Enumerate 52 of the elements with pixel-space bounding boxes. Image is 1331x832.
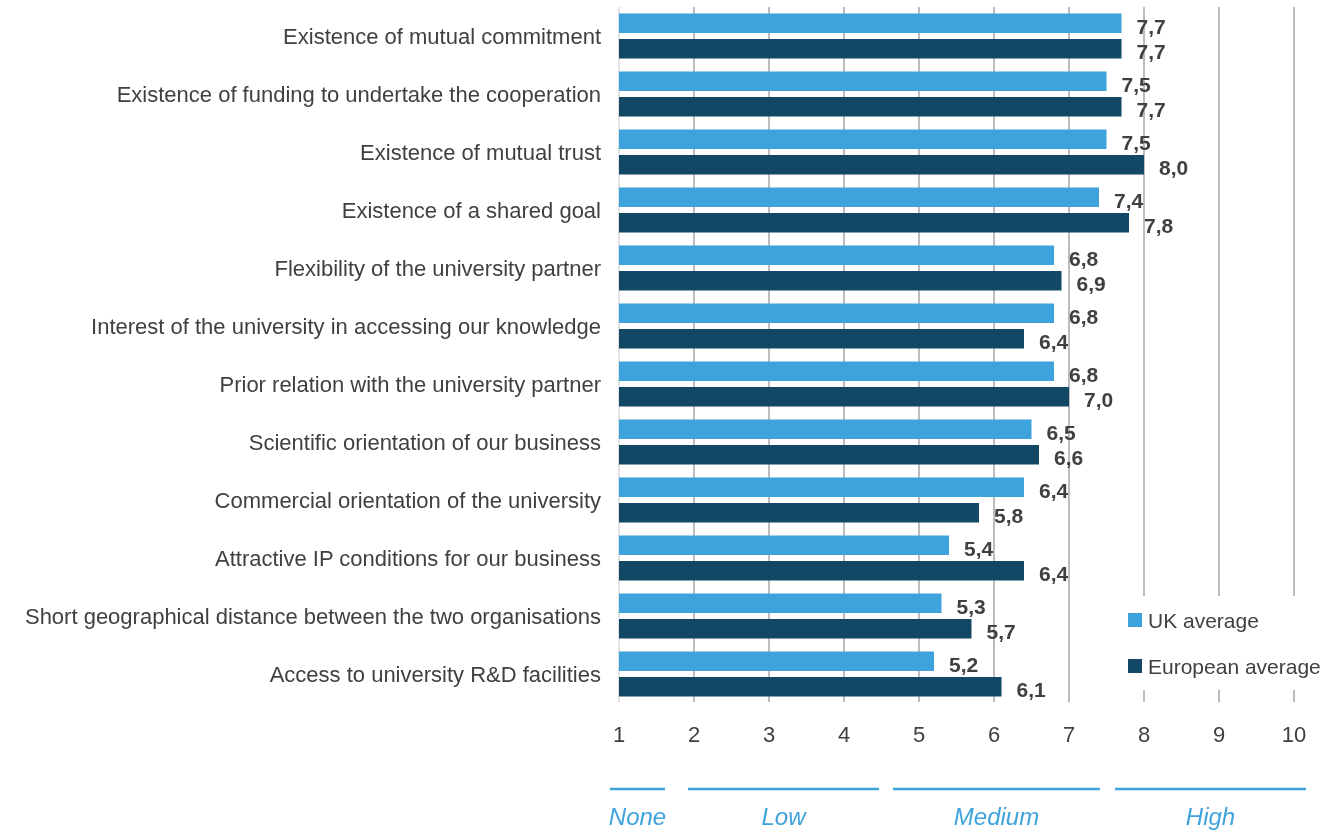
x-tick-label: 4 (837, 721, 851, 747)
data-label: 7,7 (1136, 14, 1166, 38)
data-label: 7,5 (1121, 130, 1152, 154)
data-label: 5,3 (956, 594, 986, 618)
data-label: 7,7 (1136, 40, 1166, 64)
y-tick-label: Existence of a shared goal (341, 197, 601, 223)
data-label: 7,5 (1121, 72, 1152, 96)
data-label: 5,8 (994, 504, 1024, 528)
data-label: 7,0 (1084, 388, 1114, 412)
x-tick-label: 1 (612, 721, 626, 747)
y-tick-label: Flexibility of the university partner (274, 255, 601, 281)
x-tick-label: 9 (1212, 721, 1226, 747)
x-tick-label: 3 (762, 721, 776, 747)
data-label: 5,2 (949, 652, 979, 676)
data-label: 6,4 (1039, 478, 1069, 502)
data-label: 8,0 (1159, 156, 1189, 180)
x-tick-label: 6 (987, 721, 1001, 747)
y-tick-label: Existence of mutual trust (360, 139, 601, 165)
x-tick-label: 7 (1062, 721, 1076, 747)
data-label: 5,7 (986, 620, 1016, 644)
data-label: 6,8 (1069, 246, 1099, 270)
y-tick-label: Existence of funding to undertake the cooperation (116, 81, 601, 107)
text: Low (761, 803, 808, 830)
data-label: 6,4 (1039, 562, 1069, 586)
text: None (608, 803, 667, 830)
x-tick-label: 5 (912, 721, 926, 747)
x-tick-label: 8 (1137, 721, 1151, 747)
y-tick-label: Existence of mutual commitment (283, 23, 601, 49)
y-tick-label: Attractive IP conditions for our business (214, 545, 601, 571)
x-tick-label: 2 (687, 721, 701, 747)
y-tick-label: Prior relation with the university partner (219, 371, 601, 397)
data-label: 6,5 (1046, 420, 1077, 444)
legend-label: European average (1148, 654, 1321, 678)
data-label: 7,4 (1114, 188, 1144, 212)
text: Medium (953, 803, 1040, 830)
y-tick-label: Interest of the university in accessing our knowledge (91, 313, 601, 339)
y-tick-label: Scientific orientation of our business (248, 429, 601, 455)
data-label: 7,7 (1136, 98, 1166, 122)
y-tick-label: Short geographical distance between the two organisations (24, 603, 601, 629)
data-label: 6,4 (1039, 330, 1069, 354)
data-label: 7,8 (1144, 214, 1174, 238)
data-label: 6,8 (1069, 304, 1099, 328)
legend-label: UK average (1148, 608, 1259, 632)
text: High (1185, 803, 1236, 830)
data-label: 6,1 (1016, 678, 1047, 702)
y-tick-label: Commercial orientation of the university (214, 487, 601, 513)
data-label: 6,9 (1076, 272, 1106, 296)
data-label: 6,8 (1069, 362, 1099, 386)
data-label: 5,4 (964, 536, 994, 560)
data-label: 6,6 (1054, 446, 1084, 470)
y-tick-label: Access to university R&D facilities (269, 661, 601, 687)
x-tick-label: 10 (1281, 721, 1307, 747)
